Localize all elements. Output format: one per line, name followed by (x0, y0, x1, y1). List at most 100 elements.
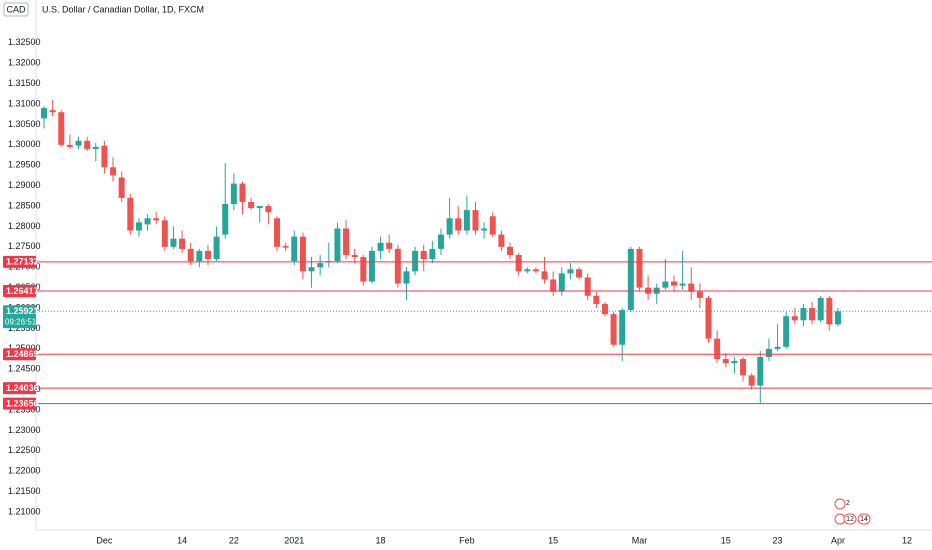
candle-body (334, 228, 341, 262)
candle-body (515, 255, 522, 272)
x-tick-label: 14 (177, 535, 187, 545)
x-tick-label: 22 (229, 535, 239, 545)
candle-body (748, 375, 755, 386)
candle-body (593, 295, 600, 304)
candle-body (84, 140, 91, 149)
x-tick-label: 15 (721, 535, 731, 545)
event-icon (834, 498, 846, 510)
candle-body (360, 257, 367, 282)
candle-body (127, 197, 134, 231)
candle-body (248, 201, 255, 209)
candle-body (541, 271, 548, 280)
current-price-box (3, 305, 36, 329)
candle-body (688, 283, 695, 292)
candle-body (498, 234, 505, 247)
candle-body (834, 311, 841, 325)
candle-body (394, 248, 401, 284)
candle-body (765, 348, 772, 358)
event-badge: 12 (846, 516, 854, 523)
candle-body (619, 310, 626, 345)
candle-body (66, 144, 73, 147)
candle-body (291, 236, 298, 262)
x-tick-label: 15 (548, 535, 558, 545)
candle-body (791, 316, 798, 321)
candle-body (783, 316, 790, 347)
candle-body (610, 314, 617, 345)
candle-body (222, 204, 229, 235)
y-tick-label: 1.30000 (8, 139, 41, 149)
candle-body (265, 206, 272, 213)
y-tick-label: 1.32000 (8, 58, 41, 68)
candle-body (774, 346, 781, 349)
candle-body (299, 236, 306, 272)
candle-body (412, 250, 419, 272)
y-tick-label: 1.30500 (8, 119, 41, 129)
y-tick-label: 1.24500 (8, 364, 41, 374)
level-label: 1.27132 (6, 257, 39, 267)
candle-body (446, 218, 453, 235)
candle-body (75, 140, 82, 146)
candle-body (377, 242, 384, 251)
candle-body (627, 248, 634, 311)
candle-body (809, 308, 816, 321)
level-label: 1.26417 (6, 286, 39, 296)
candle-body (714, 338, 721, 360)
y-tick-label: 1.27500 (8, 241, 41, 251)
candle-body (481, 228, 488, 231)
candle-body (230, 183, 237, 205)
chart-title: U.S. Dollar / Canadian Dollar, 1D, FXCM (42, 4, 204, 14)
event-badge-box (843, 513, 857, 525)
candle-body (403, 271, 410, 284)
candle-body (558, 273, 565, 292)
candle-body (92, 146, 99, 149)
candle-body (636, 248, 643, 288)
candle-body (463, 210, 470, 231)
candle-body (118, 177, 125, 198)
candle-body (110, 167, 117, 176)
x-tick-label: 12 (902, 535, 912, 545)
y-tick-label: 1.22500 (8, 445, 41, 455)
candle-body (170, 238, 177, 247)
countdown: 09:26:51 (5, 317, 37, 326)
level-label: 1.24869 (6, 349, 39, 359)
candle-body (420, 250, 427, 260)
x-tick-label: Apr (831, 535, 845, 545)
event-badge: 2 (846, 500, 850, 507)
candle-body (213, 236, 220, 260)
x-tick-label: 18 (376, 535, 386, 545)
event-badge: 14 (860, 516, 868, 523)
x-tick-label: Feb (459, 535, 475, 545)
candle-body (437, 234, 444, 249)
y-tick-label: 1.21000 (8, 506, 41, 516)
level-label-box (3, 285, 36, 298)
candle-body (49, 110, 56, 113)
level-label-box (3, 255, 36, 268)
level-label: 1.23656 (6, 399, 39, 409)
candle-body (282, 246, 289, 248)
candle-body (58, 112, 65, 145)
candle-body (662, 281, 669, 288)
x-tick-label: 23 (773, 535, 783, 545)
candle-body (187, 248, 194, 262)
candle-body (41, 108, 47, 119)
candle-body (368, 250, 375, 282)
candle-body (239, 183, 246, 202)
candle-body (817, 297, 824, 321)
candle-body (429, 248, 436, 260)
candle-body (472, 210, 479, 231)
candle-body (567, 269, 574, 274)
candle-body (722, 359, 729, 364)
candle-body (196, 250, 203, 262)
candle-body (696, 291, 703, 298)
currency-box (3, 2, 29, 17)
candle-body (550, 279, 557, 292)
candle-body (740, 359, 747, 376)
candle-body (826, 297, 833, 325)
candle-body (800, 308, 807, 321)
y-tick-label: 1.31500 (8, 78, 41, 88)
candle-body (204, 250, 211, 260)
candle-body (679, 283, 686, 286)
candle-body (274, 218, 281, 247)
